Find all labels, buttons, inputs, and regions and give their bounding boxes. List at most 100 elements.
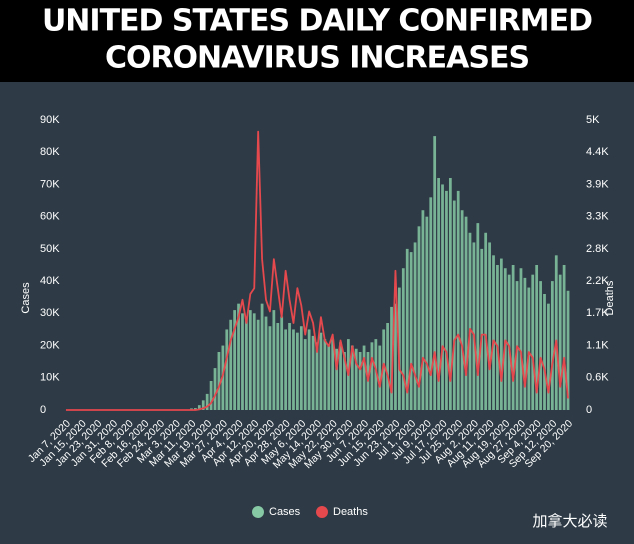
- bar: [554, 255, 558, 410]
- bar: [448, 178, 452, 410]
- bar: [527, 287, 531, 410]
- bar: [558, 274, 562, 410]
- bar: [409, 252, 413, 410]
- bar: [562, 265, 566, 410]
- bar: [252, 313, 256, 410]
- bar: [441, 184, 444, 410]
- bar: [511, 265, 515, 410]
- bar: [523, 277, 527, 410]
- bar: [413, 242, 417, 410]
- bar: [350, 345, 354, 410]
- bar: [343, 352, 346, 410]
- bar: [421, 210, 425, 410]
- bar: [480, 248, 484, 410]
- bar: [456, 190, 460, 410]
- bar: [213, 368, 217, 410]
- y2-tick-label: 3.9K: [586, 178, 609, 190]
- y-tick-label: 0: [40, 404, 46, 416]
- chart-subtitle: CORONAVIRUS INCREASES: [105, 41, 529, 76]
- bar: [460, 210, 464, 410]
- bar: [496, 265, 499, 410]
- bar: [197, 405, 201, 410]
- y-axis-title: Cases: [20, 282, 32, 314]
- bar: [288, 323, 291, 410]
- bar: [390, 306, 393, 410]
- bar: [225, 329, 229, 410]
- bar: [547, 303, 550, 410]
- y2-tick-label: 0: [586, 404, 592, 416]
- bar: [433, 136, 437, 410]
- bar: [217, 352, 221, 410]
- bar: [464, 216, 468, 410]
- y-tick-label: 40K: [40, 275, 60, 287]
- bar: [205, 393, 209, 410]
- bar: [354, 348, 358, 410]
- y-tick-label: 50K: [40, 243, 60, 255]
- bar: [362, 345, 366, 410]
- bar: [374, 339, 378, 410]
- bar: [272, 310, 276, 410]
- bar: [472, 242, 476, 410]
- bar: [488, 242, 491, 410]
- y-tick-label: 60K: [40, 211, 60, 223]
- bar: [476, 223, 480, 410]
- bar: [331, 339, 335, 410]
- y2-tick-label: 1.7K: [586, 307, 609, 319]
- bar: [296, 332, 299, 410]
- bar: [284, 329, 287, 410]
- bar: [307, 329, 311, 410]
- bar: [260, 303, 264, 410]
- y2-tick-label: 0.6K: [586, 372, 609, 384]
- watermark: 加拿大必读: [532, 512, 607, 530]
- bar: [405, 248, 409, 410]
- chart-title: UNITED STATES DAILY CONFIRMED: [42, 4, 592, 39]
- y2-tick-label: 2.8K: [586, 243, 609, 255]
- bar: [233, 310, 237, 410]
- y-tick-label: 10K: [40, 372, 60, 384]
- y2-tick-label: 4.4K: [586, 146, 609, 158]
- bar: [209, 381, 213, 410]
- bar: [382, 329, 386, 410]
- line: [65, 130, 569, 411]
- bar: [256, 319, 260, 410]
- bar: [237, 303, 240, 410]
- bar: [519, 268, 523, 410]
- y-tick-label: 80K: [40, 146, 60, 158]
- y-tick-label: 70K: [40, 178, 60, 190]
- bar: [417, 226, 421, 410]
- legend-label: Cases: [269, 506, 301, 518]
- bar: [503, 268, 507, 410]
- legend-marker: [252, 506, 264, 518]
- y2-tick-label: 2.2K: [586, 275, 609, 287]
- bar: [327, 345, 331, 410]
- bar: [425, 216, 429, 410]
- bar: [531, 274, 535, 410]
- y-tick-label: 30K: [40, 307, 60, 319]
- y2-tick-label: 5K: [586, 114, 600, 126]
- bar: [499, 258, 503, 410]
- bar: [339, 342, 342, 410]
- y2-tick-label: 3.3K: [586, 211, 609, 223]
- bar: [268, 326, 272, 410]
- bar: [335, 348, 338, 410]
- bar: [566, 290, 570, 410]
- bar: [245, 316, 248, 410]
- bar: [299, 326, 303, 410]
- bar: [194, 408, 197, 410]
- bar: [311, 335, 315, 410]
- bar: [370, 342, 374, 410]
- bar: [452, 200, 456, 410]
- bar: [319, 332, 323, 410]
- bar: [429, 197, 433, 410]
- bar: [386, 323, 389, 410]
- legend-marker: [316, 506, 328, 518]
- bar: [535, 265, 539, 410]
- bar: [550, 281, 554, 410]
- bar: [437, 178, 440, 410]
- y2-tick-label: 1.1K: [586, 339, 609, 351]
- bar: [401, 268, 405, 410]
- bar: [445, 190, 448, 410]
- bar: [241, 313, 244, 410]
